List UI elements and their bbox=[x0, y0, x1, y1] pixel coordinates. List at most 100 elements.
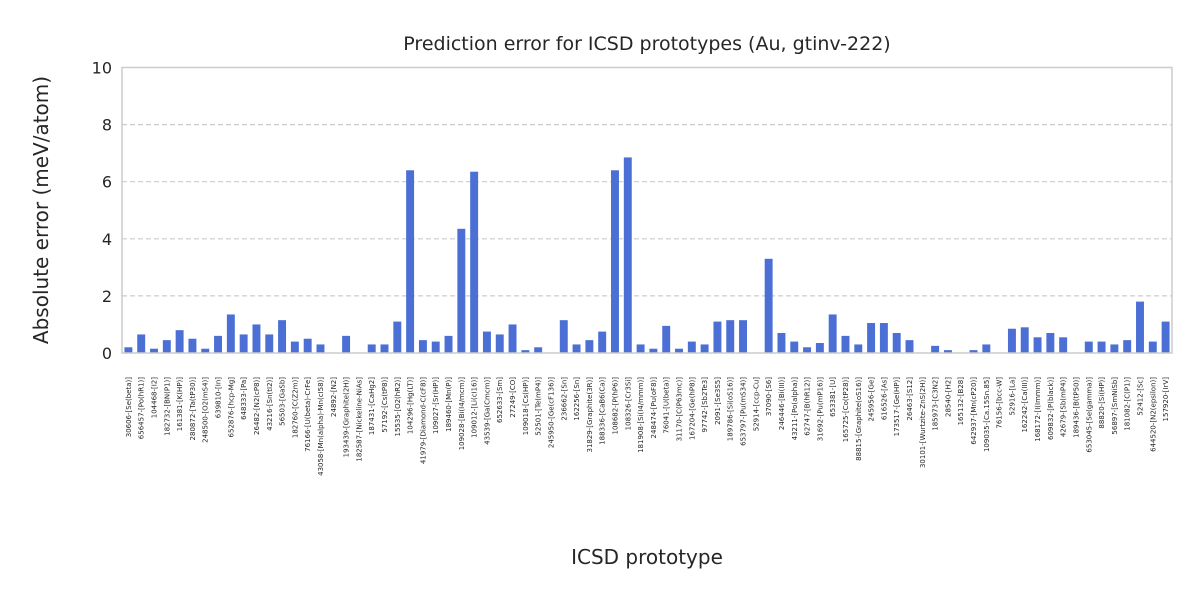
x-tick-label: 187431-[CaHg2] bbox=[368, 377, 376, 435]
x-tick-label: 162256-[Sn] bbox=[573, 377, 581, 421]
x-tick-label: 30606-[Se(beta)] bbox=[125, 377, 133, 438]
bar bbox=[201, 348, 210, 353]
x-tick-label: 168172-[I(Immm)] bbox=[1034, 377, 1042, 442]
bar bbox=[1110, 344, 1119, 353]
x-tick-label: 56503-[GaSb] bbox=[279, 377, 287, 426]
y-tick-labels: 0 2 4 6 8 10 bbox=[92, 59, 112, 364]
x-tick-label: 193439-[Graphite(2H)] bbox=[343, 377, 351, 458]
bar bbox=[1046, 333, 1055, 353]
x-tick-label: 76041-[U(beta)] bbox=[663, 377, 671, 434]
bar bbox=[777, 333, 786, 353]
bar bbox=[828, 314, 837, 353]
y-tick-label: 8 bbox=[102, 116, 112, 135]
bar bbox=[252, 324, 261, 353]
x-tick-label: 639810-[In] bbox=[215, 377, 223, 418]
bar bbox=[1123, 340, 1132, 353]
x-tick-label: 188336-[CaB6(Ca)] bbox=[599, 377, 607, 445]
x-tick-label: 157920-[IrV] bbox=[1162, 377, 1170, 422]
x-tick-label: 27249-[CO] bbox=[509, 377, 517, 418]
x-tick-labels: 30606-[Se(beta)] 656457-[Po(hR1)] 104468-[… bbox=[125, 377, 1170, 476]
bar bbox=[188, 338, 197, 353]
x-tick-label: 165725-[Co(tP28)] bbox=[842, 377, 850, 442]
bar bbox=[1097, 341, 1106, 353]
x-tick-label: 88815-[Graphite(oS16)] bbox=[855, 377, 863, 461]
x-tick-label: 2091-[Se3S5] bbox=[714, 377, 722, 425]
bar bbox=[649, 348, 658, 353]
x-tick-label: 280872-[Ta(tP30)] bbox=[189, 377, 197, 441]
x-tick-label: 52914-[ccp-Cu] bbox=[752, 377, 760, 432]
bar bbox=[1148, 341, 1157, 353]
y-tick-label: 2 bbox=[102, 287, 112, 306]
x-tick-label: 653381-[U] bbox=[829, 377, 837, 417]
x-tick-label: 24892-[N2] bbox=[330, 377, 338, 417]
x-tick-label: 31170-[C(P63mc)] bbox=[676, 377, 684, 442]
x-tick-label: 15535-[O2(hR2)] bbox=[394, 377, 402, 437]
x-tick-label: 31692-[Pu(mP16)] bbox=[816, 377, 824, 441]
x-tick-label: 104296-[Hg(LT)] bbox=[407, 377, 415, 434]
x-tick-label: 189436-[B(tP50)] bbox=[1072, 377, 1080, 438]
x-tick-label: 248500-[O2(mS4)] bbox=[202, 377, 210, 443]
bar bbox=[470, 171, 479, 353]
y-tick-label: 4 bbox=[102, 230, 112, 249]
x-tick-label: 246446-[Bi(III)] bbox=[778, 377, 786, 430]
bar bbox=[892, 333, 901, 353]
bar bbox=[278, 320, 287, 353]
x-tick-label: 26482-[N2(cP8)] bbox=[253, 377, 261, 435]
x-tick-label: 109027-[Sr(HP)] bbox=[432, 377, 440, 434]
bar bbox=[726, 320, 735, 353]
bar bbox=[1136, 301, 1144, 353]
x-tick-label: 88820-[Si(HP)] bbox=[1098, 377, 1106, 429]
bar bbox=[739, 320, 748, 353]
bar bbox=[867, 323, 876, 353]
bar bbox=[636, 344, 645, 353]
bar bbox=[495, 334, 504, 353]
x-tick-label: 37090-[S6] bbox=[765, 377, 773, 416]
plot-frame bbox=[121, 66, 1173, 354]
bar bbox=[431, 341, 440, 353]
y-tick-label: 6 bbox=[102, 173, 112, 192]
x-tick-label: 109035-[Ca.15Sn.85] bbox=[983, 377, 991, 452]
x-tick-label: 52501-[Te(mP4)] bbox=[535, 377, 543, 436]
x-tick-label: 108326-[Cr3Si] bbox=[624, 377, 632, 431]
bar bbox=[611, 170, 619, 353]
bar bbox=[841, 335, 850, 353]
bar bbox=[150, 348, 158, 353]
x-tick-label: 182732-[BN(P1)] bbox=[163, 377, 171, 436]
x-tick-label: 97742-[Sb2Te3] bbox=[701, 377, 709, 433]
x-tick-label: 52412-[Sc] bbox=[1136, 377, 1144, 416]
x-tick-label: 57192-[Cs(tP8)] bbox=[381, 377, 389, 433]
x-tick-label: 245956-[Ge] bbox=[868, 377, 876, 422]
x-tick-label: 182760-[C(Z2m)] bbox=[291, 377, 299, 438]
bar bbox=[790, 341, 799, 353]
x-tick-label: 43216-[Sn(tI2)] bbox=[266, 377, 274, 431]
x-tick-label: 609832-[P(black)] bbox=[1047, 377, 1055, 440]
x-tick-label: 165132-[B28] bbox=[957, 377, 965, 426]
bar bbox=[418, 340, 427, 353]
x-tick-label: 43211-[Po(alpha)] bbox=[791, 377, 799, 441]
bar bbox=[764, 258, 773, 353]
bar bbox=[534, 347, 543, 353]
x-tick-label: 76166-[U(beta)-CrFe] bbox=[304, 377, 312, 452]
x-tick-label: 161381-[K(HP)] bbox=[176, 377, 184, 432]
x-tick-label: 108682-[P(hP6)] bbox=[611, 377, 619, 435]
x-tick-label: 189786-[Si(oS16)] bbox=[727, 377, 735, 441]
x-tick-label: 182587-[Nickeline-NiAs] bbox=[355, 377, 363, 462]
bar bbox=[905, 340, 914, 353]
bar bbox=[290, 341, 299, 353]
x-tick-label: 653045-[Se(gamma)] bbox=[1085, 377, 1093, 453]
bar bbox=[1161, 321, 1170, 353]
x-tick-label: 167204-[Ge(hP8)] bbox=[688, 377, 696, 440]
y-axis-label: Absolute error (meV/atom) bbox=[29, 76, 53, 344]
bars bbox=[124, 157, 1170, 353]
bar bbox=[482, 331, 491, 353]
bar bbox=[675, 348, 683, 353]
bar bbox=[214, 335, 223, 353]
x-tick-label: 162242-[Ca(III)] bbox=[1021, 377, 1029, 433]
bar bbox=[713, 321, 722, 353]
x-tick-label: 173517-[Ge(HP)] bbox=[893, 377, 901, 437]
x-tick-label: 104468-[I2] bbox=[151, 377, 159, 418]
x-tick-label: 41979-[Diamond-C(cF8)] bbox=[419, 377, 427, 464]
x-tick-label: 652633-[Sm] bbox=[496, 377, 504, 423]
bar bbox=[406, 170, 415, 353]
